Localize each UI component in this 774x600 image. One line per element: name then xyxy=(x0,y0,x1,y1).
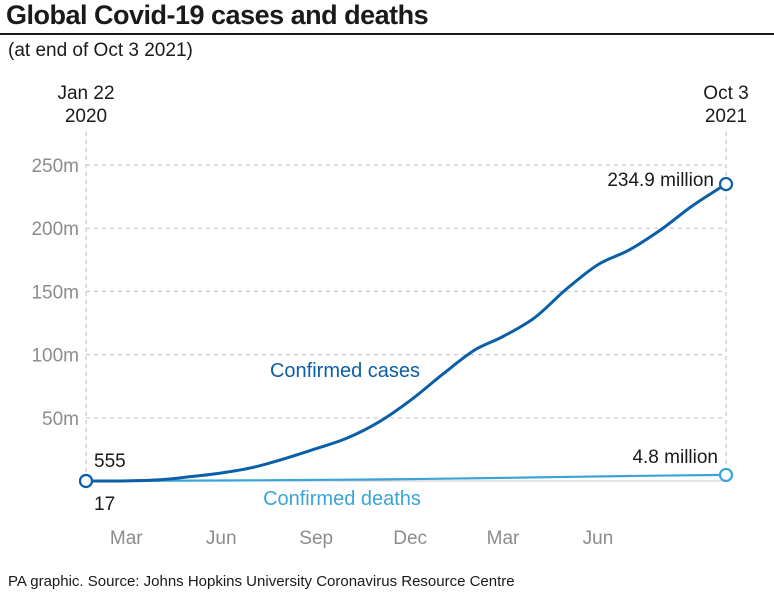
deaths-end-marker xyxy=(718,467,734,483)
title-rule xyxy=(0,33,774,35)
chart-subtitle: (at end of Oct 3 2021) xyxy=(8,40,193,61)
x-tick-label: Sep xyxy=(299,528,333,549)
cases-start-marker xyxy=(78,473,94,489)
y-tick-label: 100m xyxy=(31,346,79,367)
source-footer: PA graphic. Source: Johns Hopkins Univer… xyxy=(8,573,515,590)
x-tick-label: Mar xyxy=(110,528,143,549)
x-tick-label: Mar xyxy=(487,528,520,549)
x-tick-label: Jun xyxy=(583,528,614,549)
end-date-label-line: Oct 3 xyxy=(703,83,748,104)
deaths-series-label: Confirmed deaths xyxy=(263,488,421,510)
deaths-end-value-label: 4.8 million xyxy=(632,447,718,468)
y-axis-ticks: 50m 100m 150m 200m 250m xyxy=(31,156,79,430)
cases-start-value-label: 555 xyxy=(94,451,126,472)
deaths-start-value-label: 17 xyxy=(94,494,115,515)
cases-series-label: Confirmed cases xyxy=(270,360,420,382)
x-tick-label: Dec xyxy=(393,528,427,549)
chart-title: Global Covid-19 cases and deaths xyxy=(6,0,429,30)
y-tick-label: 200m xyxy=(31,219,79,240)
cases-line xyxy=(84,182,728,483)
y-tick-label: 50m xyxy=(42,409,79,430)
series-lines xyxy=(78,176,734,489)
deaths-line xyxy=(84,473,728,483)
cases-end-marker xyxy=(718,176,734,192)
grid-lines xyxy=(86,164,726,482)
y-tick-label: 150m xyxy=(31,282,79,303)
start-date-label-line: Jan 22 xyxy=(57,83,114,104)
series-labels: Confirmed cases 555 234.9 million Confirmed… xyxy=(94,170,718,515)
y-tick-label: 250m xyxy=(31,156,79,177)
end-date-label-line: 2021 xyxy=(705,106,747,127)
x-tick-label: Jun xyxy=(206,528,237,549)
x-axis-ticks: Mar Jun Sep Dec Mar Jun xyxy=(110,528,613,549)
start-date-label-line: 2020 xyxy=(65,106,107,127)
cases-end-value-label: 234.9 million xyxy=(607,170,714,191)
